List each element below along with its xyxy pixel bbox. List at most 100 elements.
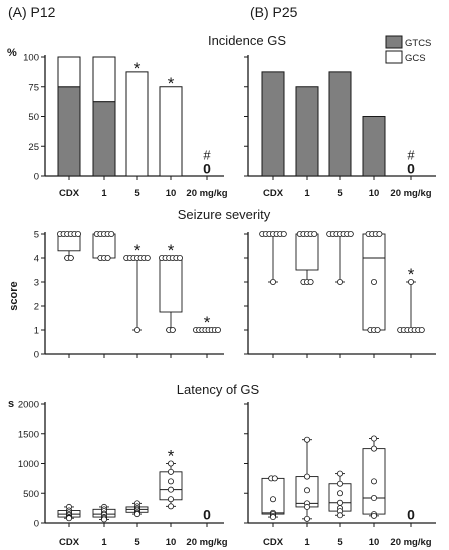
y-tick-label: 1 bbox=[34, 326, 39, 337]
x-tick-label: 1 bbox=[304, 537, 310, 548]
panel-label-a: (A) P12 bbox=[8, 4, 56, 20]
box bbox=[295, 233, 319, 271]
significance-asterisk: * bbox=[134, 59, 141, 78]
data-point bbox=[336, 512, 343, 519]
x-tick-label: 20 mg/kg bbox=[186, 537, 227, 548]
chart-title-latency: Latency of GS bbox=[177, 382, 260, 397]
legend-label-gtcs: GTCS bbox=[405, 38, 431, 49]
data-point bbox=[303, 515, 310, 522]
x-tick-label: 5 bbox=[337, 537, 343, 548]
data-point bbox=[336, 490, 343, 497]
x-tick-label: 5 bbox=[134, 537, 140, 548]
data-point bbox=[418, 326, 425, 333]
x-tick-label: 10 bbox=[369, 188, 380, 199]
data-point bbox=[280, 230, 287, 237]
data-point bbox=[269, 496, 276, 503]
bar-gcs bbox=[92, 56, 116, 103]
x-tick-label: CDX bbox=[263, 188, 284, 199]
chart-title-severity: Seizure severity bbox=[178, 207, 271, 222]
x-tick-label: 1 bbox=[101, 537, 107, 548]
data-point bbox=[169, 326, 176, 333]
data-point bbox=[303, 473, 310, 480]
legend-label-gcs: GCS bbox=[405, 53, 426, 64]
x-tick-label: 1 bbox=[304, 188, 310, 199]
box bbox=[159, 257, 183, 313]
data-point bbox=[167, 486, 174, 493]
significance-hash: # bbox=[203, 147, 211, 162]
y-tick-label: 500 bbox=[23, 489, 39, 500]
y-tick-label: 3 bbox=[34, 278, 39, 289]
y-tick-label: 0 bbox=[34, 350, 39, 361]
significance-asterisk: * bbox=[168, 241, 175, 260]
box bbox=[92, 233, 116, 259]
data-point bbox=[376, 230, 383, 237]
legend: GTCS GCS bbox=[385, 35, 431, 64]
data-point bbox=[269, 514, 276, 521]
data-point bbox=[133, 326, 140, 333]
y-tick-label: 2 bbox=[34, 302, 39, 313]
y-tick-label: 2000 bbox=[18, 400, 39, 411]
x-tick-label: 5 bbox=[337, 188, 343, 199]
data-point bbox=[347, 230, 354, 237]
bar-gtcs bbox=[92, 101, 116, 177]
significance-asterisk: * bbox=[168, 74, 175, 93]
chart-title-incidence: Incidence GS bbox=[208, 33, 286, 48]
significance-asterisk: * bbox=[168, 447, 175, 466]
data-point bbox=[336, 470, 343, 477]
zero-label: 0 bbox=[203, 506, 211, 522]
data-point bbox=[303, 436, 310, 443]
data-point bbox=[370, 512, 377, 519]
data-point bbox=[307, 278, 314, 285]
x-tick-label: 20 mg/kg bbox=[390, 188, 431, 199]
box bbox=[159, 471, 183, 501]
zero-label: 0 bbox=[203, 161, 211, 177]
data-point bbox=[407, 278, 414, 285]
bar-gcs bbox=[57, 56, 81, 88]
zero-label: 0 bbox=[407, 161, 415, 177]
data-point bbox=[75, 230, 82, 237]
data-point bbox=[336, 499, 343, 506]
bar-gtcs bbox=[261, 71, 285, 177]
data-point bbox=[133, 511, 140, 518]
data-point bbox=[303, 503, 310, 510]
data-point bbox=[66, 515, 73, 522]
data-point bbox=[303, 487, 310, 494]
data-point bbox=[167, 468, 174, 475]
data-point bbox=[214, 326, 221, 333]
ylabel-incidence: % bbox=[7, 47, 17, 59]
panel-label-b: (B) P25 bbox=[250, 4, 298, 20]
data-point bbox=[311, 230, 318, 237]
bar-gcs bbox=[125, 71, 149, 177]
significance-hash: # bbox=[407, 147, 415, 162]
significance-asterisk: * bbox=[134, 241, 141, 260]
bar-gtcs bbox=[362, 116, 386, 177]
data-point bbox=[374, 326, 381, 333]
data-point bbox=[144, 254, 151, 261]
x-tick-label: 10 bbox=[166, 188, 177, 199]
y-tick-label: 0 bbox=[34, 519, 39, 530]
bar-gtcs bbox=[57, 86, 81, 177]
ylabel-latency: s bbox=[8, 398, 14, 410]
data-point bbox=[167, 460, 174, 467]
data-point bbox=[271, 475, 278, 482]
x-tick-label: 10 bbox=[166, 537, 177, 548]
data-point bbox=[167, 503, 174, 510]
x-tick-label: 20 mg/kg bbox=[186, 188, 227, 199]
y-tick-label: 1500 bbox=[18, 429, 39, 440]
y-tick-label: 50 bbox=[28, 112, 39, 123]
x-tick-label: CDX bbox=[59, 188, 80, 199]
y-tick-label: 5 bbox=[34, 230, 39, 241]
data-point bbox=[176, 254, 183, 261]
bar-gtcs bbox=[295, 86, 319, 177]
x-tick-label: 20 mg/kg bbox=[390, 537, 431, 548]
data-point bbox=[336, 278, 343, 285]
data-point bbox=[370, 478, 377, 485]
significance-asterisk: * bbox=[408, 265, 415, 284]
y-tick-label: 4 bbox=[34, 254, 39, 265]
x-tick-label: 10 bbox=[369, 537, 380, 548]
y-tick-label: 75 bbox=[28, 82, 39, 93]
data-point bbox=[370, 435, 377, 442]
x-tick-label: 1 bbox=[101, 188, 107, 199]
